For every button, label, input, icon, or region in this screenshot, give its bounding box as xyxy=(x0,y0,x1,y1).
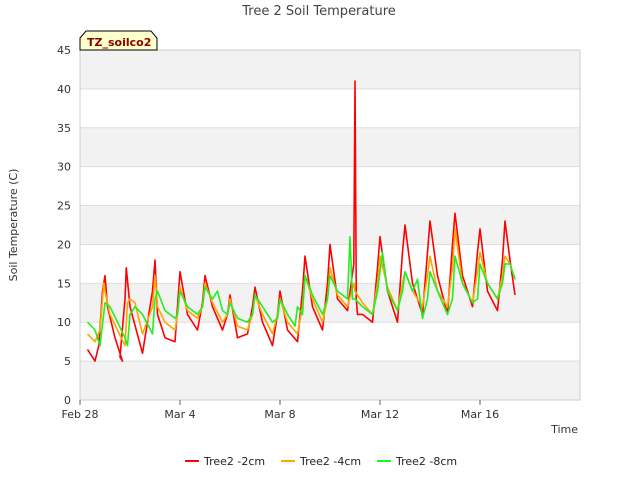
x-tick-label: Mar 4 xyxy=(164,408,195,421)
plot-area xyxy=(79,49,581,401)
y-tick-label: 15 xyxy=(57,277,71,290)
x-axis: Feb 28 Mar 4 Mar 8 Mar 12 Mar 16 xyxy=(62,400,499,421)
y-tick-label: 5 xyxy=(64,355,71,368)
x-tick-label: Mar 12 xyxy=(361,408,399,421)
y-tick-label: 10 xyxy=(57,316,71,329)
chart-title: Tree 2 Soil Temperature xyxy=(241,4,396,19)
chart-tag-box xyxy=(79,30,158,51)
legend-label: Tree2 -8cm xyxy=(395,455,457,468)
y-axis: 0 5 10 15 20 25 30 35 40 45 xyxy=(57,44,71,407)
y-tick-label: 45 xyxy=(57,44,71,57)
plot-border xyxy=(79,49,581,401)
series-group xyxy=(86,80,516,362)
y-axis-label: Soil Temperature (C) xyxy=(7,169,20,282)
legend: Tree2 -2cm Tree2 -4cm Tree2 -8cm xyxy=(185,455,457,468)
grid-band xyxy=(80,50,580,89)
y-tick-label: 35 xyxy=(57,122,71,135)
grid-band xyxy=(80,127,580,167)
legend-label: Tree2 -4cm xyxy=(299,455,361,468)
chart-tag: TZ_soilco2 xyxy=(79,30,158,51)
y-tick-label: 0 xyxy=(64,394,71,407)
grid-band xyxy=(80,283,580,323)
legend-label: Tree2 -2cm xyxy=(203,455,265,468)
chart-tag-label: TZ_soilco2 xyxy=(87,36,151,49)
x-axis-label: Time xyxy=(550,423,578,436)
x-tick-label: Mar 16 xyxy=(461,408,499,421)
series-line xyxy=(86,228,516,347)
x-tick-label: Feb 28 xyxy=(62,408,99,421)
y-tick-label: 30 xyxy=(57,161,71,174)
y-tick-label: 20 xyxy=(57,238,71,251)
series-line xyxy=(86,235,516,347)
y-tick-label: 25 xyxy=(57,200,71,213)
x-tick-label: Mar 8 xyxy=(264,408,295,421)
y-tick-label: 40 xyxy=(57,83,71,96)
grid-band xyxy=(80,361,580,400)
grid-band xyxy=(80,205,580,245)
